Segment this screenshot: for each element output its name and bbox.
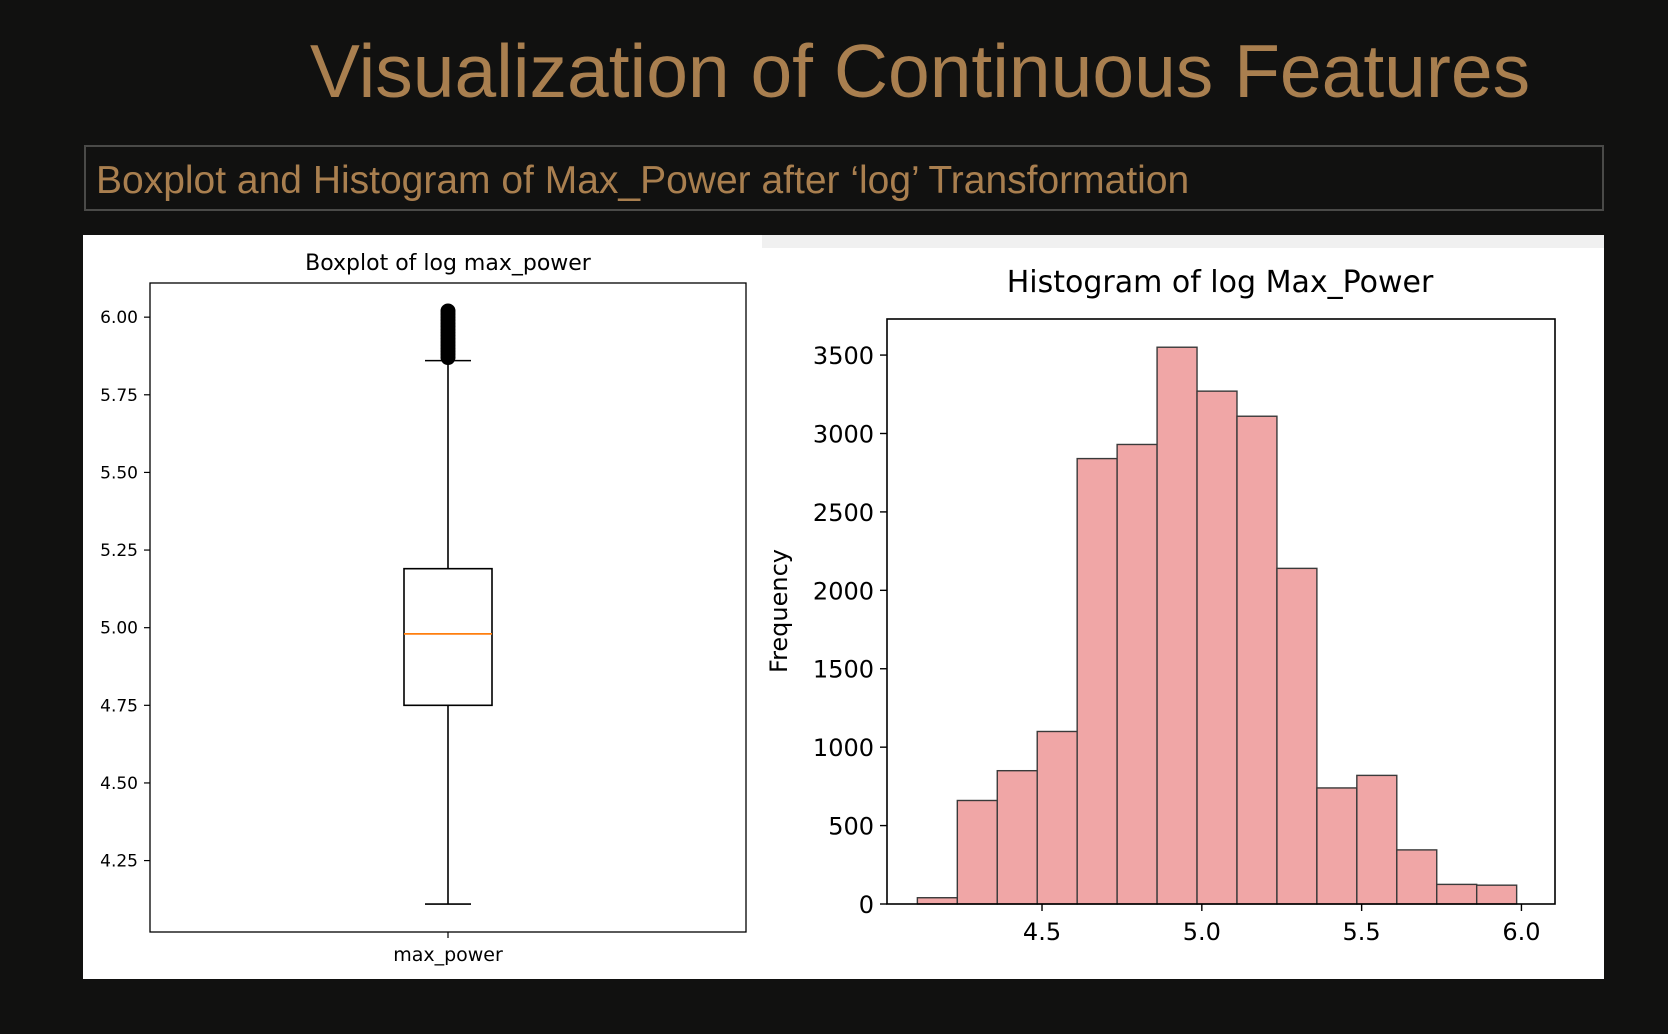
- histogram-title: Histogram of log Max_Power: [1007, 265, 1434, 300]
- histogram-x-tick-label: 5.0: [1183, 918, 1221, 946]
- histogram-bar: [1116, 443, 1158, 905]
- boxplot-y-ticks: 4.25 4.50 4.75 5.00 5.25 5.50 5.75 6.00: [100, 308, 449, 938]
- histogram-x-tick-label: 6.0: [1502, 918, 1540, 946]
- histogram-y-tick-label: 1000: [813, 734, 874, 762]
- histogram-y-tick-label: 3500: [813, 342, 874, 370]
- histogram-x-tick-label: 4.5: [1023, 918, 1061, 946]
- histogram-y-tick-label: 2500: [813, 499, 874, 527]
- histogram-chart: Histogram of log Max_Power 0 500 1000 1500 2…: [765, 265, 1556, 946]
- boxplot-y-tick-label: 5.00: [100, 619, 138, 639]
- boxplot-y-tick-label: 5.50: [100, 463, 138, 483]
- boxplot-y-tick-label: 5.25: [100, 541, 138, 561]
- histogram-bar: [916, 897, 959, 905]
- histogram-y-tick-label: 500: [828, 813, 874, 841]
- histogram-x-tick-label: 5.5: [1343, 918, 1381, 946]
- histogram-panel: Histogram of log Max_Power 0 500 1000 1500 2…: [762, 235, 1604, 979]
- histogram-bar: [1356, 774, 1398, 905]
- boxplot-panel: Boxplot of log max_power 4.25 4.50 4.75 5.0…: [83, 235, 763, 979]
- boxplot-category-label: max_power: [393, 944, 503, 966]
- histogram-y-tick-label: 1500: [813, 656, 874, 684]
- histogram-y-ticks: 0 500 1000 1500 2000 2500 3000 3500: [813, 342, 887, 919]
- histogram-bar: [1196, 390, 1238, 905]
- histogram-bar: [1076, 457, 1118, 905]
- histogram-bar: [1316, 787, 1358, 905]
- subtitle-box: Boxplot and Histogram of Max_Power after…: [84, 145, 1604, 211]
- histogram-y-tick-label: 3000: [813, 420, 874, 448]
- histogram-axes-frame: [886, 318, 1556, 905]
- histogram-bar: [956, 799, 998, 905]
- boxplot-y-tick-label: 5.75: [100, 386, 138, 406]
- histogram-bar: [1036, 730, 1078, 905]
- histogram-bar: [1156, 346, 1198, 905]
- boxplot-outlier: [440, 303, 456, 319]
- histogram-bar: [1396, 849, 1438, 905]
- histogram-y-tick-label: 2000: [813, 577, 874, 605]
- histogram-y-tick-label: 0: [859, 891, 874, 919]
- histogram-bar: [1475, 884, 1518, 905]
- boxplot-y-tick-label: 6.00: [100, 308, 138, 328]
- boxplot-chart: Boxplot of log max_power 4.25 4.50 4.75 5.0…: [100, 251, 747, 966]
- histogram-y-axis-label: Frequency: [765, 549, 793, 673]
- histogram-x-ticks: 4.5 5.0 5.5 6.0: [1023, 904, 1541, 946]
- slide-title: Visualization of Continuous Features: [309, 29, 1531, 113]
- boxplot-body: [403, 303, 493, 905]
- boxplot-box: [403, 567, 493, 707]
- boxplot-y-tick-label: 4.25: [100, 852, 138, 872]
- histogram-bar: [1276, 567, 1318, 905]
- histogram-panel-top-strip: [762, 235, 1604, 248]
- histogram-bar: [1436, 883, 1478, 905]
- histogram-bar: [996, 769, 1038, 905]
- subtitle-text: Boxplot and Histogram of Max_Power after…: [96, 159, 1190, 202]
- histogram-bar: [1236, 415, 1278, 905]
- boxplot-y-tick-label: 4.50: [100, 774, 138, 794]
- boxplot-y-tick-label: 4.75: [100, 696, 138, 716]
- boxplot-title: Boxplot of log max_power: [305, 251, 592, 276]
- histogram-bars: [916, 346, 1518, 905]
